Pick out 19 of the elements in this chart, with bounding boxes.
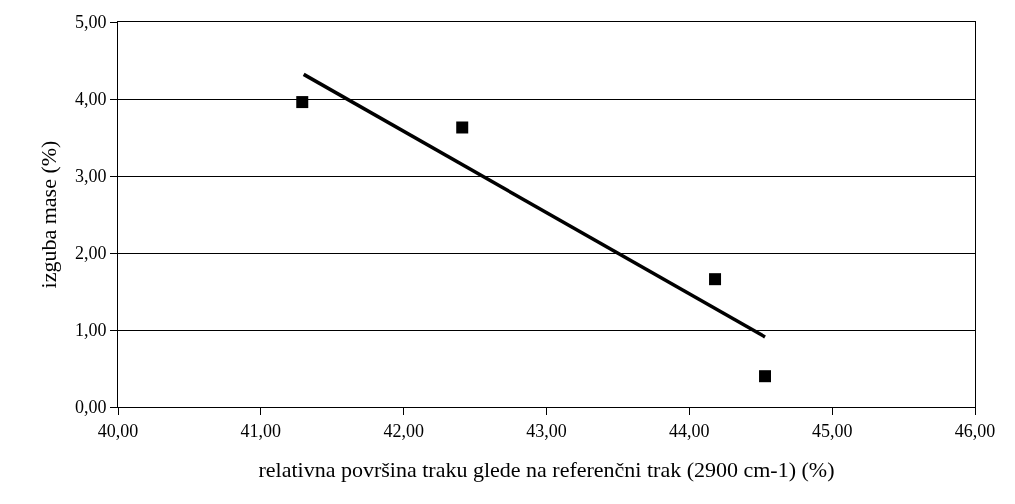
y-tick-label: 5,00 [74, 12, 107, 33]
y-tick-label: 1,00 [74, 320, 107, 341]
point [709, 273, 722, 286]
y-tick-label: 2,00 [74, 243, 107, 264]
x-tick-label: 44,00 [669, 420, 710, 441]
x-tick-label: 45,00 [811, 420, 853, 441]
x-tick-label: 42,00 [383, 420, 424, 441]
point [759, 370, 772, 383]
y-tick-label: 3,00 [74, 166, 107, 187]
x-tick-label: 46,00 [954, 420, 996, 441]
x-tick-label: 43,00 [526, 420, 567, 441]
x-axis-title: relativna površina traku glede na referenčni trak (2900 cm-1) (%) [258, 457, 835, 483]
y-axis-title: izguba mase (%) [35, 140, 61, 289]
point [456, 121, 469, 134]
x-tick-label: 40,00 [97, 420, 139, 441]
y-tick-label: 0,00 [74, 397, 107, 418]
y-tick-label: 4,00 [74, 89, 107, 110]
point [296, 96, 309, 109]
x-tick-label: 41,00 [240, 420, 282, 441]
